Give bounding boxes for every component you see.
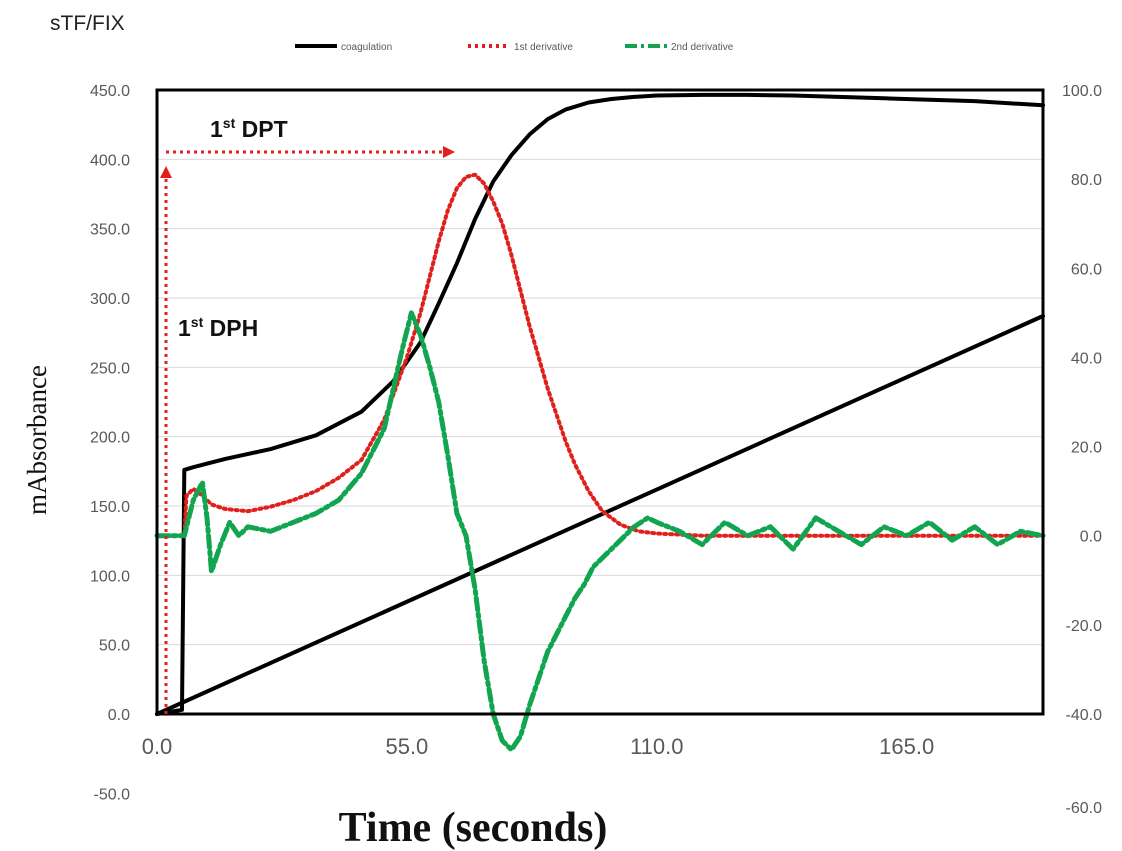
- y-left-tick-label: 200.0: [90, 430, 130, 447]
- y-left-tick-label: 450.0: [90, 83, 130, 100]
- plot-frame: [155, 88, 1045, 716]
- chart-title: sTF/FIX: [50, 12, 125, 35]
- dpt-arrow-head: [443, 146, 455, 158]
- legend-label: 1st derivative: [514, 42, 573, 53]
- series-linear: [155, 314, 1045, 716]
- y-left-tick-label: 150.0: [90, 499, 130, 516]
- y-left-tick-label: 100.0: [90, 568, 130, 585]
- x-tick-labels: 0.0 55.0 110.0 165.0: [142, 734, 935, 759]
- x-tick-label: 165.0: [879, 734, 934, 759]
- x-tick-label: 110.0: [630, 734, 683, 759]
- y-left-tick-label: 300.0: [90, 291, 130, 308]
- y-left-tick-label: 0.0: [108, 707, 130, 724]
- y-left-tick-label: -50.0: [94, 786, 131, 803]
- y-left-tick-label: 400.0: [90, 152, 130, 169]
- y-right-tick-labels: 100.0 80.0 60.0 40.0 20.0 0.0 -20.0 -40.0 -60.0: [1062, 83, 1102, 817]
- annotation-1st-dpt: 1st DPT: [210, 115, 288, 142]
- y-left-tick-label: 350.0: [90, 222, 130, 239]
- y-left-tick-label: 50.0: [99, 638, 130, 655]
- series-coagulation: [155, 92, 1045, 716]
- y-right-tick-label: -60.0: [1066, 800, 1103, 817]
- series-1st-derivative: [155, 172, 1045, 538]
- annotation-1st-dph: 1st DPH: [178, 314, 258, 341]
- x-axis-label: Time (seconds): [339, 805, 608, 851]
- x-tick-label: 55.0: [385, 734, 428, 759]
- legend-label: coagulation: [341, 42, 392, 53]
- x-tick-label: 0.0: [142, 734, 173, 759]
- y-right-tick-label: 100.0: [1062, 83, 1102, 100]
- series-2nd-derivative: [154, 310, 1046, 753]
- annotations: 1st DPT 1st DPH: [160, 115, 455, 714]
- y-right-tick-label: -20.0: [1066, 618, 1103, 635]
- y-right-tick-label: 20.0: [1071, 440, 1102, 457]
- y-right-tick-label: 0.0: [1080, 529, 1102, 546]
- y-right-tick-label: 40.0: [1071, 350, 1102, 367]
- plot-border: [155, 88, 1045, 716]
- legend: coagulation 1st derivative 2nd derivative: [295, 42, 734, 53]
- dph-arrow-head: [160, 166, 172, 178]
- y-left-tick-labels: 450.0 400.0 350.0 300.0 250.0 200.0 150.0 100.0…: [90, 83, 130, 803]
- legend-label: 2nd derivative: [671, 42, 734, 53]
- gridlines: [157, 158, 1043, 646]
- plot-series: [154, 92, 1046, 753]
- y-right-tick-label: 60.0: [1071, 261, 1102, 278]
- legend-item: 2nd derivative: [625, 42, 734, 53]
- y-left-tick-label: 250.0: [90, 360, 130, 377]
- legend-item: 1st derivative: [468, 42, 573, 53]
- y-right-tick-label: -40.0: [1066, 707, 1103, 724]
- y-right-tick-label: 80.0: [1071, 172, 1102, 189]
- legend-item: coagulation: [295, 42, 392, 53]
- y-axis-label: mAbsorbance: [22, 365, 52, 515]
